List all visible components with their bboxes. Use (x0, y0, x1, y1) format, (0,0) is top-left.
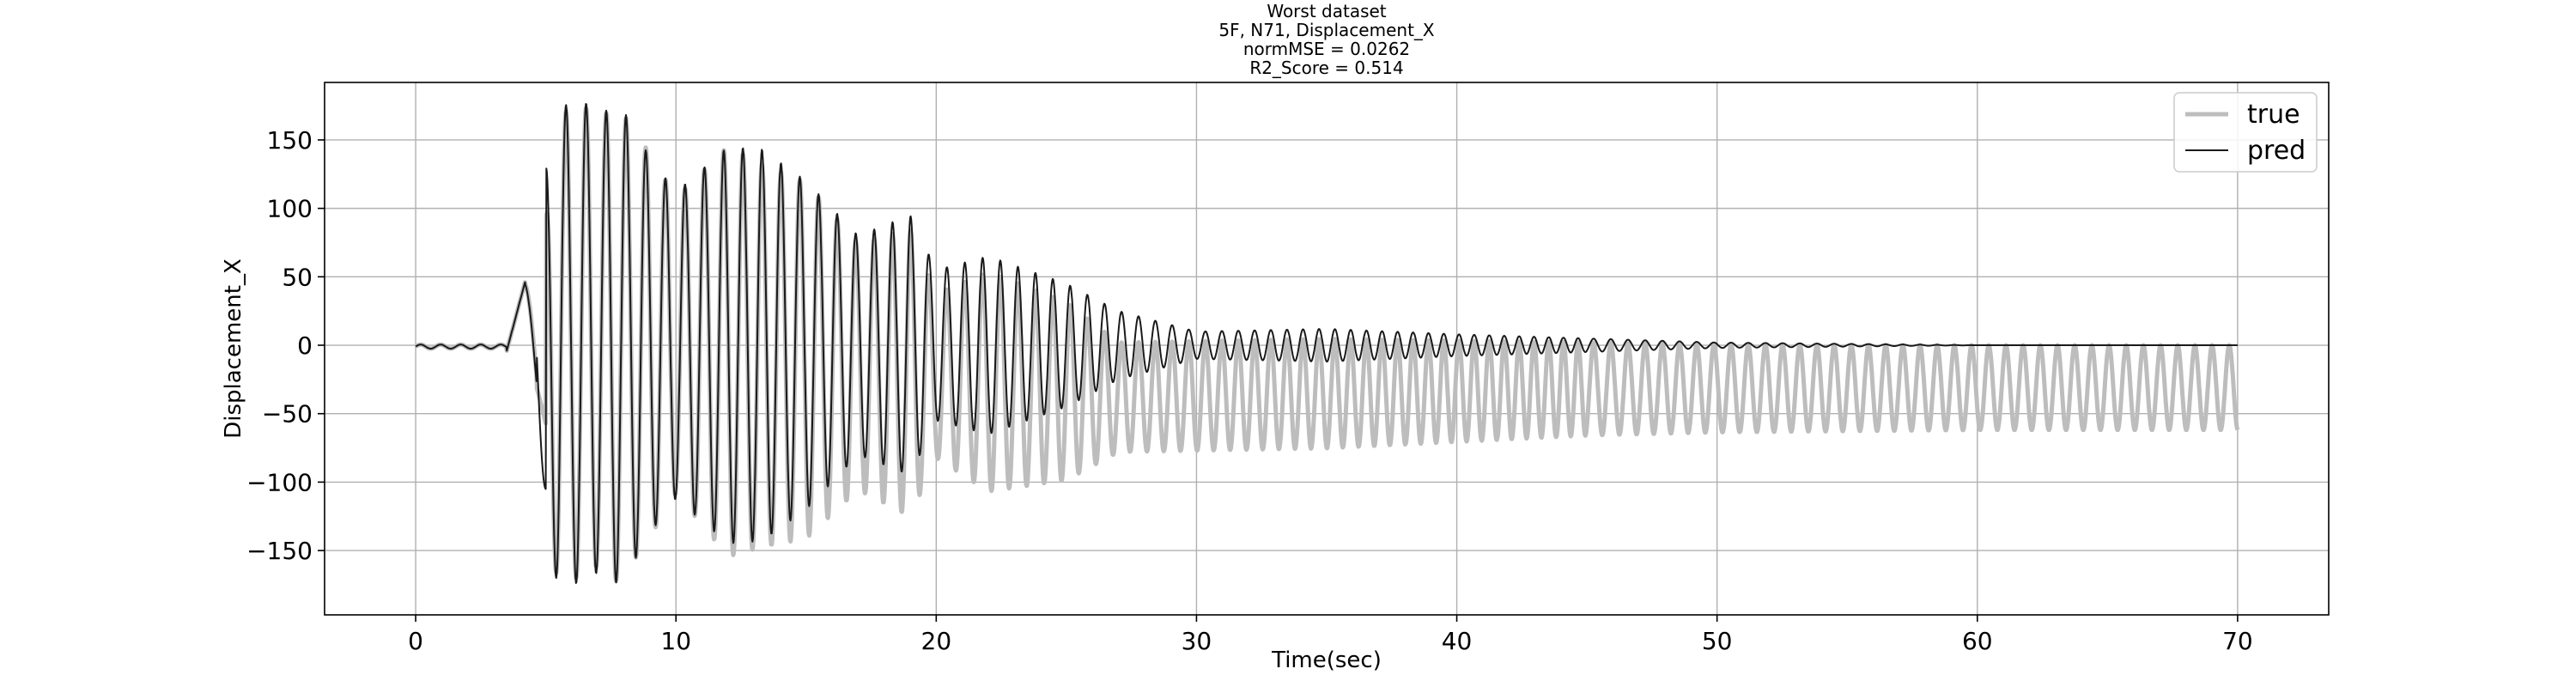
x-tick-label: 30 (1182, 627, 1212, 655)
y-axis-ticks: −150 −100 −50 0 50 100 150 (246, 126, 325, 565)
series-line-pred (415, 103, 2239, 584)
legend-label-pred: pred (2247, 136, 2306, 166)
y-tick-label: 100 (267, 195, 313, 223)
y-tick-label: 0 (297, 331, 313, 360)
title-line-2: 5F, N71, Displacement_X (1218, 20, 1435, 40)
x-tick-label: 20 (921, 627, 952, 655)
y-tick-label: 150 (267, 126, 313, 155)
x-tick-label: 10 (660, 627, 691, 655)
legend: true pred (2173, 92, 2318, 173)
y-tick-label: 50 (282, 263, 313, 291)
y-tick-label: −50 (262, 400, 313, 429)
y-axis-label: Displacement_X (221, 258, 246, 439)
x-axis-label: Time(sec) (1271, 647, 1382, 673)
x-tick-label: 0 (408, 627, 423, 655)
chart-title: Worst dataset 5F, N71, Displacement_X no… (1218, 1, 1435, 78)
y-tick-label: −100 (246, 468, 313, 496)
y-tick-label: −150 (246, 537, 313, 565)
x-tick-label: 60 (1962, 627, 1993, 655)
title-line-3: normMSE = 0.0262 (1243, 39, 1410, 59)
x-axis-ticks: 0 10 20 30 40 50 60 70 (408, 615, 2253, 655)
x-tick-label: 70 (2222, 627, 2253, 655)
legend-label-true: true (2247, 100, 2300, 130)
x-tick-label: 50 (1702, 627, 1733, 655)
plot-area (324, 82, 2330, 616)
title-line-1: Worst dataset (1267, 1, 1386, 21)
title-line-4: R2_Score = 0.514 (1249, 58, 1403, 78)
x-tick-label: 40 (1442, 627, 1473, 655)
series-lines (414, 103, 2240, 584)
